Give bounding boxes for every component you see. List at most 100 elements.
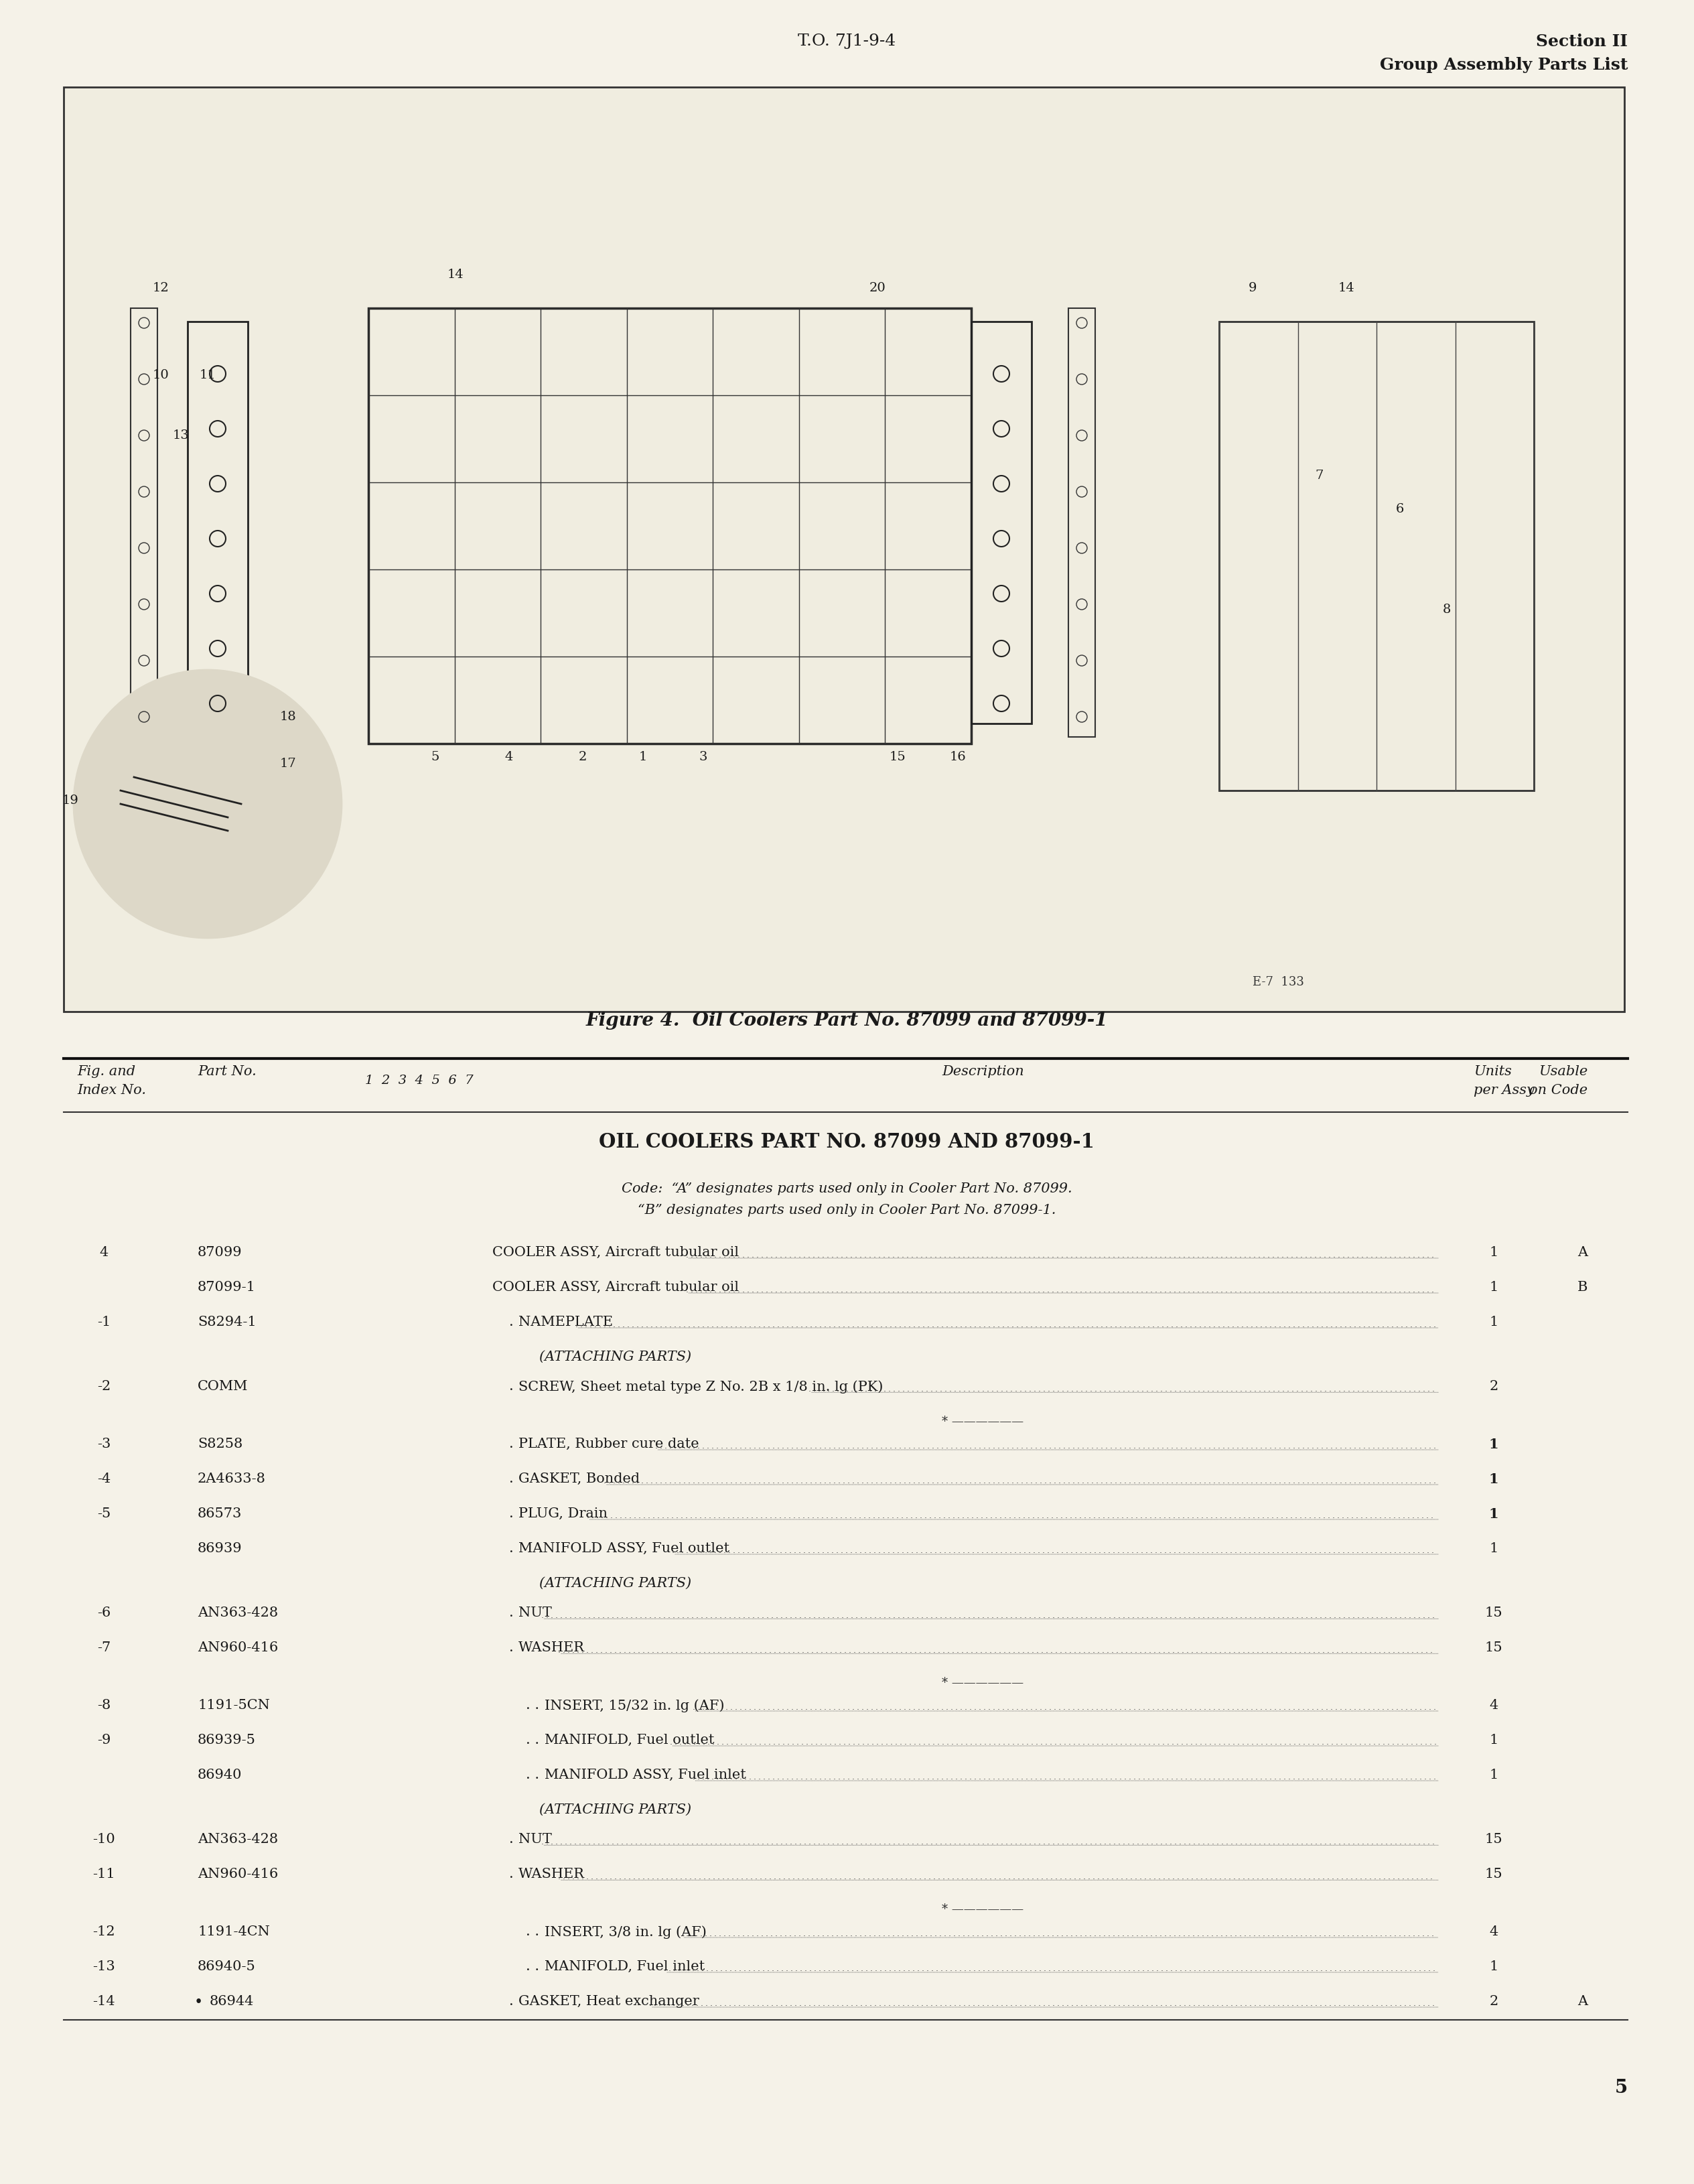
Text: .: . <box>791 1476 794 1485</box>
Text: .: . <box>1104 1319 1108 1328</box>
Text: .: . <box>727 1647 730 1655</box>
Text: .: . <box>1352 1998 1355 2007</box>
Text: .: . <box>1323 1251 1326 1260</box>
Text: .: . <box>835 1931 839 1939</box>
Text: .: . <box>1420 1704 1421 1712</box>
Text: .: . <box>1171 1966 1172 1974</box>
Text: .: . <box>1335 1773 1337 1782</box>
Text: .: . <box>945 1773 949 1782</box>
Text: .: . <box>705 1251 706 1260</box>
Text: .: . <box>825 1872 828 1880</box>
Text: .: . <box>1425 1872 1428 1880</box>
Text: .: . <box>1267 1284 1270 1293</box>
Text: .: . <box>1357 1385 1360 1393</box>
Text: .: . <box>1301 1441 1304 1450</box>
Text: .: . <box>988 1704 991 1712</box>
Text: .: . <box>1357 1837 1359 1845</box>
Text: .: . <box>1309 1546 1313 1555</box>
Text: .: . <box>740 1476 742 1485</box>
Text: .: . <box>1011 1476 1015 1485</box>
Text: .: . <box>696 1966 700 1974</box>
Text: .: . <box>977 1837 979 1845</box>
Text: .: . <box>1152 1738 1155 1747</box>
Text: .: . <box>1218 1319 1220 1328</box>
Text: .: . <box>1238 1251 1242 1260</box>
Text: .: . <box>1357 1998 1360 2007</box>
Text: .: . <box>761 1612 764 1621</box>
Text: .: . <box>940 1773 944 1782</box>
Text: .: . <box>925 1251 927 1260</box>
Text: .: . <box>1325 1998 1326 2007</box>
Text: -14: -14 <box>93 1994 115 2007</box>
Text: .: . <box>1233 1872 1237 1880</box>
Text: .: . <box>1379 1284 1382 1293</box>
Text: .: . <box>1099 1998 1101 2007</box>
Text: .: . <box>764 1738 766 1747</box>
Text: .: . <box>1143 1476 1145 1485</box>
Text: .: . <box>1379 1647 1381 1655</box>
Text: .: . <box>1157 1773 1159 1782</box>
Text: .: . <box>1321 1319 1323 1328</box>
Text: .: . <box>1430 1738 1431 1747</box>
Text: .: . <box>706 1704 710 1712</box>
Text: .: . <box>1181 1773 1182 1782</box>
Text: .: . <box>1089 1251 1091 1260</box>
Text: .: . <box>1426 1546 1430 1555</box>
Text: .: . <box>1243 1612 1247 1621</box>
Text: .: . <box>1416 1251 1420 1260</box>
Text: .: . <box>808 1998 811 2007</box>
Text: .: . <box>884 1773 888 1782</box>
Text: .: . <box>1408 1284 1411 1293</box>
Text: .: . <box>986 1546 989 1555</box>
Text: .: . <box>1262 1251 1265 1260</box>
Text: .: . <box>1316 1773 1318 1782</box>
Text: .: . <box>910 1872 913 1880</box>
Text: .: . <box>1254 1284 1255 1293</box>
Text: .: . <box>1132 1546 1133 1555</box>
Text: .: . <box>1274 1476 1277 1485</box>
Text: .: . <box>1186 1738 1187 1747</box>
Text: .: . <box>756 1284 759 1293</box>
Text: .: . <box>952 1251 955 1260</box>
Text: .: . <box>613 1476 615 1485</box>
Text: .: . <box>986 1837 989 1845</box>
Text: .: . <box>1038 1704 1042 1712</box>
Text: .: . <box>1308 1511 1311 1520</box>
Text: .: . <box>722 1647 725 1655</box>
Text: .: . <box>1232 1704 1235 1712</box>
Text: .: . <box>1038 1612 1040 1621</box>
Text: .: . <box>1057 1998 1060 2007</box>
Text: .: . <box>913 1966 915 1974</box>
Text: .: . <box>1406 1647 1409 1655</box>
Text: .: . <box>732 1511 735 1520</box>
Text: .: . <box>1074 1931 1077 1939</box>
Text: 18: 18 <box>280 710 296 723</box>
Text: .: . <box>1325 1837 1326 1845</box>
Text: .: . <box>540 1612 544 1621</box>
Text: .: . <box>735 1704 737 1712</box>
Text: * ——————: * —————— <box>942 1677 1023 1688</box>
Text: .: . <box>762 1319 766 1328</box>
Text: .: . <box>1282 1441 1286 1450</box>
Text: .: . <box>1038 1773 1042 1782</box>
Text: .: . <box>1187 1931 1189 1939</box>
Text: .: . <box>1086 1773 1089 1782</box>
Text: .: . <box>1248 1251 1250 1260</box>
Text: .: . <box>1025 1704 1028 1712</box>
Text: .: . <box>1010 1284 1011 1293</box>
Text: .: . <box>761 1837 764 1845</box>
Text: .: . <box>1067 1319 1071 1328</box>
Text: S8258: S8258 <box>198 1437 242 1450</box>
Text: .: . <box>1257 1931 1260 1939</box>
Text: .: . <box>1311 1966 1313 1974</box>
Text: .: . <box>1199 1704 1201 1712</box>
Text: .: . <box>811 1284 815 1293</box>
Text: 12: 12 <box>152 282 169 295</box>
Text: .: . <box>942 1647 945 1655</box>
Text: .: . <box>1181 1476 1182 1485</box>
Text: .: . <box>711 1773 713 1782</box>
Text: .: . <box>845 1837 849 1845</box>
Text: .: . <box>1331 1872 1335 1880</box>
Text: .: . <box>813 1837 815 1845</box>
Text: .: . <box>935 1546 937 1555</box>
